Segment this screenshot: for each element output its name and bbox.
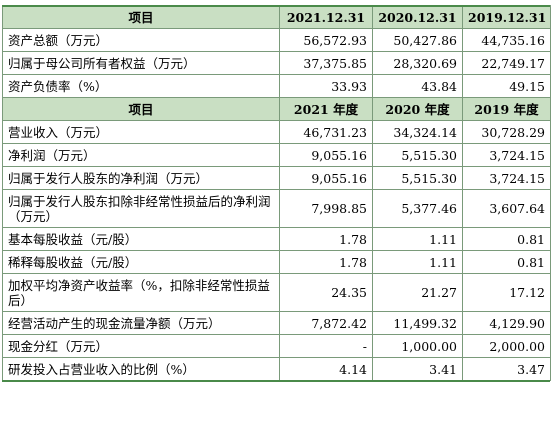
value-2021: 37,375.85 [279, 51, 373, 75]
financial-table-container: 项目 2021.12.31 2020.12.31 2019.12.31 资产总额… [2, 5, 551, 382]
value-2019: 30,728.29 [462, 120, 551, 144]
table-row: 资产总额（万元） 56,572.93 50,427.86 44,735.16 [2, 28, 551, 52]
value-2021: 1.78 [279, 250, 373, 274]
value-2020: 43.84 [372, 74, 463, 98]
table-row: 归属于发行人股东的净利润（万元） 9,055.16 5,515.30 3,724… [2, 166, 551, 190]
row-label: 资产负债率（%） [2, 74, 280, 98]
table-top-border [2, 5, 550, 7]
header-item: 项目 [2, 5, 280, 29]
row-label: 归属于发行人股东的净利润（万元） [2, 166, 280, 190]
value-2021: 46,731.23 [279, 120, 373, 144]
header-2019: 2019.12.31 [462, 5, 551, 29]
value-2020: 1.11 [372, 250, 463, 274]
financial-summary-table: 项目 2021.12.31 2020.12.31 2019.12.31 资产总额… [2, 5, 551, 381]
table-row: 归属于发行人股东扣除非经常性损益后的净利润（万元） 7,998.85 5,377… [2, 189, 551, 228]
value-2020: 3.41 [372, 357, 463, 381]
table-row: 研发投入占营业收入的比例（%） 4.14 3.41 3.47 [2, 357, 551, 381]
value-2019: 3,724.15 [462, 166, 551, 190]
value-2021: 24.35 [279, 273, 373, 312]
table-row: 稀释每股收益（元/股） 1.78 1.11 0.81 [2, 250, 551, 274]
value-2019: 4,129.90 [462, 311, 551, 335]
header-2020: 2020 年度 [372, 97, 463, 121]
header-row-income: 项目 2021 年度 2020 年度 2019 年度 [2, 97, 551, 121]
value-2020: 5,515.30 [372, 166, 463, 190]
row-label: 研发投入占营业收入的比例（%） [2, 357, 280, 381]
value-2019: 0.81 [462, 250, 551, 274]
row-label: 加权平均净资产收益率（%，扣除非经常性损益后） [2, 273, 280, 312]
row-label: 稀释每股收益（元/股） [2, 250, 280, 274]
value-2021: 33.93 [279, 74, 373, 98]
value-2019: 3,724.15 [462, 143, 551, 167]
value-2021: 7,998.85 [279, 189, 373, 228]
value-2019: 44,735.16 [462, 28, 551, 52]
value-2019: 3,607.64 [462, 189, 551, 228]
value-2021: 9,055.16 [279, 143, 373, 167]
table-row: 净利润（万元） 9,055.16 5,515.30 3,724.15 [2, 143, 551, 167]
table-row: 营业收入（万元） 46,731.23 34,324.14 30,728.29 [2, 120, 551, 144]
value-2020: 50,427.86 [372, 28, 463, 52]
header-row-balance: 项目 2021.12.31 2020.12.31 2019.12.31 [2, 5, 551, 29]
row-label: 营业收入（万元） [2, 120, 280, 144]
header-2021: 2021.12.31 [279, 5, 373, 29]
value-2020: 1.11 [372, 227, 463, 251]
value-2019: 2,000.00 [462, 334, 551, 358]
value-2019: 17.12 [462, 273, 551, 312]
table-row: 现金分红（万元） - 1,000.00 2,000.00 [2, 334, 551, 358]
value-2019: 0.81 [462, 227, 551, 251]
value-2021: 7,872.42 [279, 311, 373, 335]
header-2020: 2020.12.31 [372, 5, 463, 29]
value-2021: 9,055.16 [279, 166, 373, 190]
value-2020: 1,000.00 [372, 334, 463, 358]
row-label: 现金分红（万元） [2, 334, 280, 358]
table-row: 资产负债率（%） 33.93 43.84 49.15 [2, 74, 551, 98]
row-label: 净利润（万元） [2, 143, 280, 167]
table-bottom-border [2, 380, 550, 382]
value-2020: 28,320.69 [372, 51, 463, 75]
header-2021: 2021 年度 [279, 97, 373, 121]
table-row: 加权平均净资产收益率（%，扣除非经常性损益后） 24.35 21.27 17.1… [2, 273, 551, 312]
value-2019: 3.47 [462, 357, 551, 381]
value-2019: 22,749.17 [462, 51, 551, 75]
value-2020: 34,324.14 [372, 120, 463, 144]
table-row: 归属于母公司所有者权益（万元） 37,375.85 28,320.69 22,7… [2, 51, 551, 75]
header-2019: 2019 年度 [462, 97, 551, 121]
value-2021: 4.14 [279, 357, 373, 381]
row-label: 经营活动产生的现金流量净额（万元） [2, 311, 280, 335]
row-label: 资产总额（万元） [2, 28, 280, 52]
header-item: 项目 [2, 97, 280, 121]
value-2021: - [279, 334, 373, 358]
value-2020: 5,515.30 [372, 143, 463, 167]
value-2021: 56,572.93 [279, 28, 373, 52]
value-2020: 11,499.32 [372, 311, 463, 335]
value-2020: 5,377.46 [372, 189, 463, 228]
table-row: 基本每股收益（元/股） 1.78 1.11 0.81 [2, 227, 551, 251]
row-label: 基本每股收益（元/股） [2, 227, 280, 251]
row-label: 归属于发行人股东扣除非经常性损益后的净利润（万元） [2, 189, 280, 228]
row-label: 归属于母公司所有者权益（万元） [2, 51, 280, 75]
table-row: 经营活动产生的现金流量净额（万元） 7,872.42 11,499.32 4,1… [2, 311, 551, 335]
value-2020: 21.27 [372, 273, 463, 312]
value-2021: 1.78 [279, 227, 373, 251]
value-2019: 49.15 [462, 74, 551, 98]
